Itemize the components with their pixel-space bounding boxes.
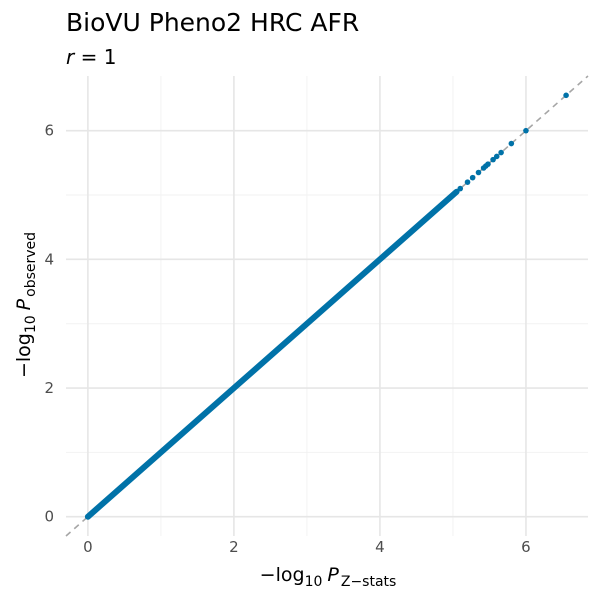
- chart-title: BioVU Pheno2 HRC AFR: [66, 8, 359, 37]
- x-tick-label: 2: [229, 538, 239, 556]
- y-axis-title: −log10Pobserved: [13, 232, 39, 378]
- x-tick-label: 6: [521, 538, 531, 556]
- chart-subtitle: r = 1: [66, 45, 116, 69]
- dense-points-band: [84, 188, 460, 520]
- data-point: [485, 161, 491, 167]
- data-point: [523, 127, 529, 134]
- x-tick-label: 0: [83, 538, 93, 556]
- data-point: [498, 149, 504, 156]
- data-point: [508, 140, 515, 147]
- x-tick-label: 4: [375, 538, 385, 556]
- data-point: [464, 179, 471, 185]
- data-point: [493, 153, 500, 160]
- data-point: [475, 169, 482, 176]
- y-tick-label: 2: [44, 379, 54, 397]
- x-axis-title: −log10 P Z−stats: [260, 564, 397, 590]
- minor-gridlines: [66, 76, 588, 536]
- data-point: [490, 156, 496, 163]
- data-point: [563, 92, 569, 99]
- data-point: [85, 513, 91, 520]
- major-gridlines: [66, 76, 588, 536]
- y-tick-label: 4: [44, 250, 54, 268]
- data-point: [469, 174, 476, 181]
- y-tick-label: 6: [44, 122, 54, 140]
- y-tick-labels: 0 2 4 6: [44, 122, 54, 526]
- y-tick-label: 0: [44, 508, 54, 526]
- data-point: [457, 185, 464, 192]
- data-points: [84, 92, 569, 520]
- x-tick-labels: 0 2 4 6: [83, 538, 531, 556]
